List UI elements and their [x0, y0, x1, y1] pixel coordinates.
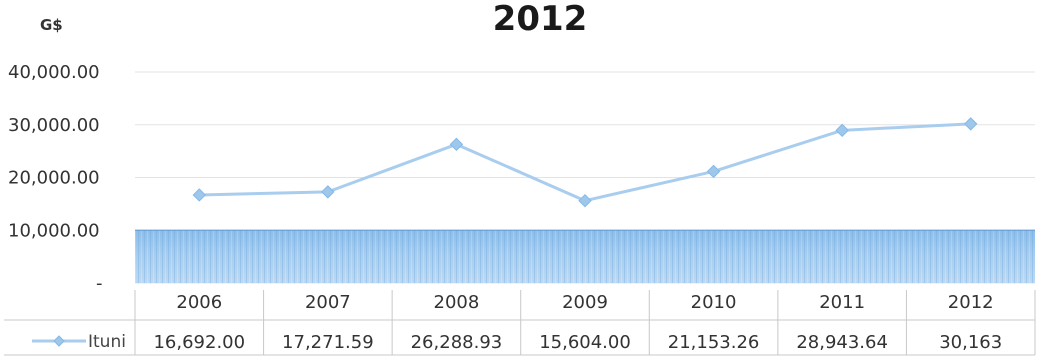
x-tick-label: 2007: [305, 292, 351, 313]
legend-marker-key: [53, 335, 65, 347]
data-point: [835, 123, 849, 138]
y-axis: 40,000.00 30,000.00 20,000.00 10,000.00 -: [8, 62, 103, 294]
data-point: [321, 185, 335, 199]
data-point: [578, 193, 592, 208]
table-value-cell: 17,271.59: [282, 332, 374, 353]
y-tick-label: -: [96, 273, 103, 294]
y-tick-label: 40,000.00: [8, 62, 100, 83]
legend-series-name: Ituni: [88, 332, 126, 352]
table-value-cell: 16,692.00: [153, 332, 245, 353]
data-point: [449, 137, 464, 152]
data-point: [192, 188, 206, 202]
data-table: Ituni 16,692.00 17,271.59 26,288.93 15,604.0…: [4, 290, 1036, 356]
chart-title: 2012: [493, 0, 588, 39]
x-tick-label: 2012: [948, 292, 994, 313]
table-value-cell: 28,943.64: [796, 332, 888, 353]
table-value-cell: 15,604.00: [539, 332, 631, 353]
value-band: [135, 229, 1035, 283]
x-tick-label: 2009: [562, 292, 608, 313]
band-texture: [135, 230, 1035, 283]
data-point: [706, 164, 721, 179]
table-value-cell: 30,163: [939, 332, 1002, 353]
y-tick-label: 20,000.00: [8, 168, 100, 189]
table-value-cell: 26,288.93: [411, 332, 503, 353]
x-tick-label: 2011: [819, 292, 865, 313]
x-tick-label: 2010: [691, 292, 737, 313]
unit-label: G$: [40, 16, 63, 34]
x-axis: 2006 2007 2008 2009 2010 2011 2012: [176, 292, 993, 313]
y-tick-label: 30,000.00: [8, 115, 100, 136]
series-ituni: [192, 117, 978, 208]
x-tick-label: 2008: [434, 292, 480, 313]
series-line: [199, 122, 971, 203]
x-tick-label: 2006: [176, 292, 222, 313]
data-point: [964, 117, 978, 131]
table-value-cell: 21,153.26: [668, 332, 760, 353]
y-tick-label: 10,000.00: [8, 220, 100, 241]
